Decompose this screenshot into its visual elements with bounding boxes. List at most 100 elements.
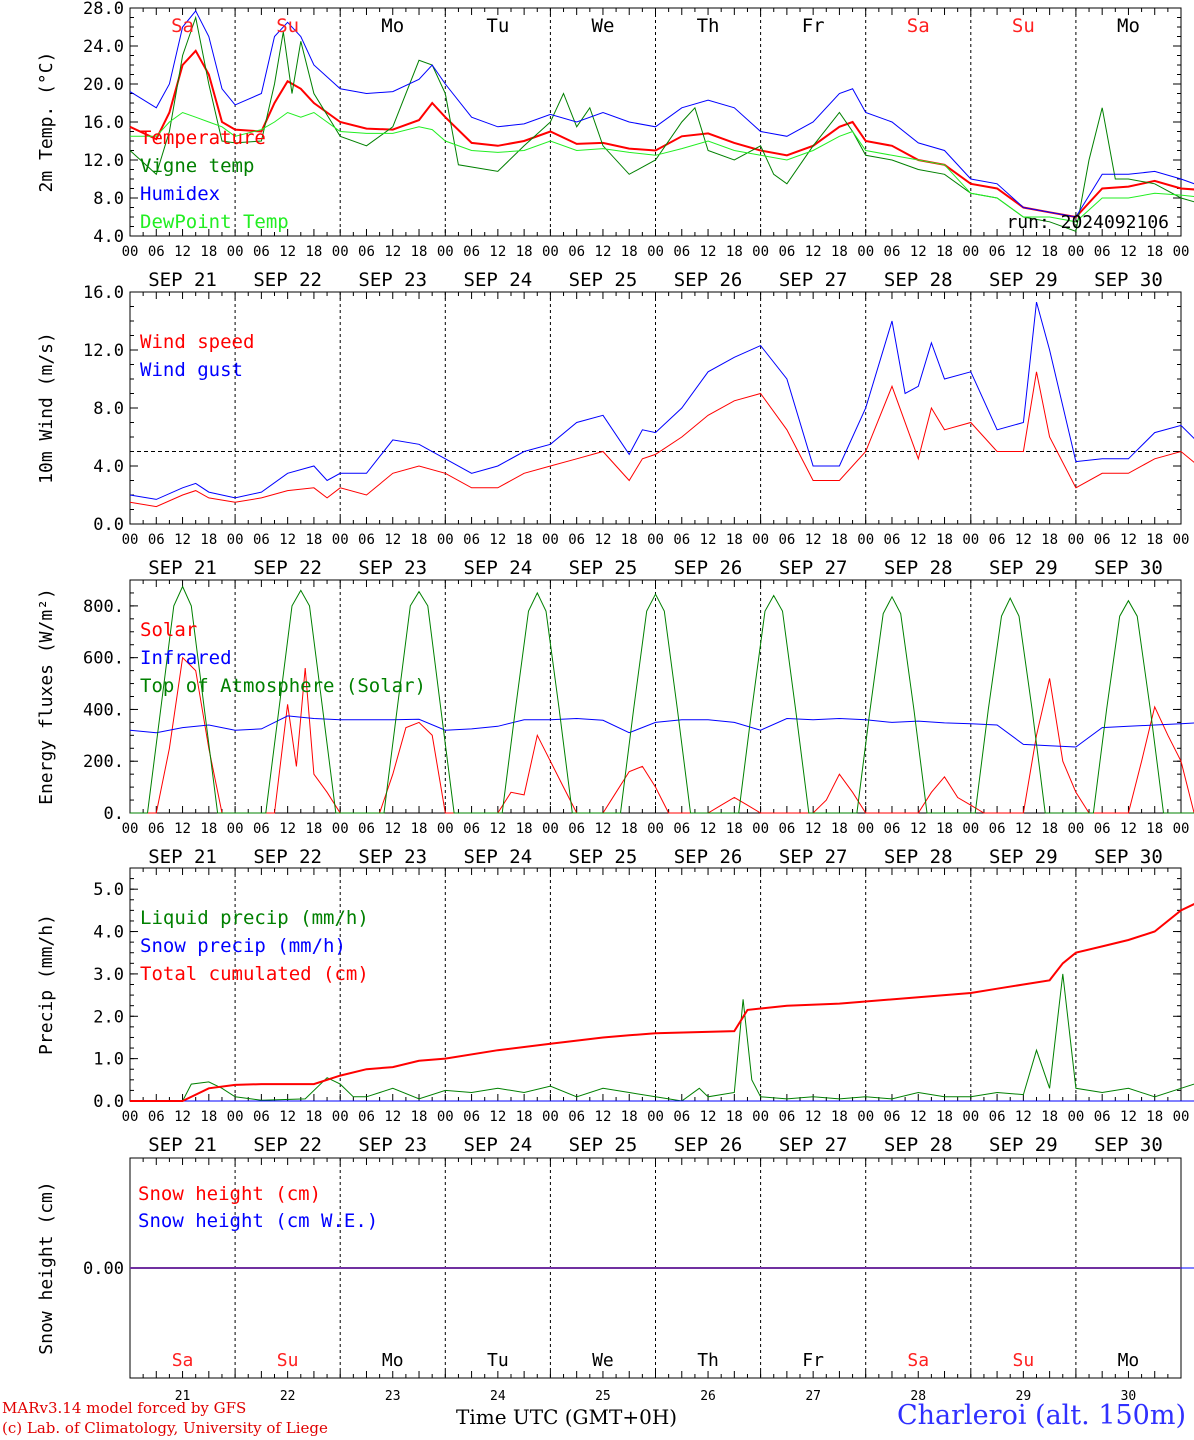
hour-label: 06 [884, 1109, 901, 1125]
y-tick-label: 16.0 [83, 113, 124, 133]
hour-label: 00 [647, 532, 664, 548]
hour-label: 12 [1120, 244, 1137, 260]
series-line [130, 903, 1194, 1102]
day-number-label: 30 [1121, 1389, 1137, 1404]
date-label: SEP 23 [358, 269, 427, 291]
hour-label: 18 [726, 532, 743, 548]
legend-entry: Liquid precip (mm/h) [140, 907, 369, 929]
series-line [129, 15, 1194, 232]
run-annotation: run: 2024092106 [1006, 212, 1169, 233]
hour-label: 12 [489, 532, 506, 548]
y-axis-label: Energy fluxes (W/m²) [36, 588, 57, 805]
weekday-label: Th [697, 1350, 719, 1371]
weekday-label: Mo [1118, 1350, 1140, 1371]
hour-label: 18 [1041, 532, 1058, 548]
series-line [129, 371, 1194, 508]
date-label: SEP 22 [253, 1134, 322, 1156]
y-tick-label: 200. [83, 752, 124, 772]
date-label: SEP 24 [464, 269, 533, 291]
hour-label: 18 [305, 821, 322, 837]
y-tick-label: 12.0 [83, 151, 124, 171]
y-axis-label: Snow height (cm) [36, 1181, 57, 1354]
hour-label: 06 [463, 244, 480, 260]
hour-label: 00 [962, 1109, 979, 1125]
hour-label: 12 [1015, 1109, 1032, 1125]
lab-credit: (c) Lab. of Climatology, University of L… [2, 1419, 328, 1437]
hour-label: 00 [647, 1109, 664, 1125]
hour-label: 00 [1173, 1109, 1190, 1125]
date-label: SEP 29 [989, 557, 1058, 579]
hour-label: 18 [1146, 244, 1163, 260]
hour-label: 12 [700, 1109, 717, 1125]
hour-label: 12 [384, 244, 401, 260]
hour-label: 12 [1120, 821, 1137, 837]
legend-entry: Snow height (cm) [138, 1183, 321, 1205]
hour-label: 00 [857, 821, 874, 837]
legend-entry: Temperature [140, 127, 266, 149]
hour-label: 00 [962, 532, 979, 548]
hour-label: 12 [489, 821, 506, 837]
hour-label: 12 [279, 821, 296, 837]
hour-label: 00 [857, 1109, 874, 1125]
y-tick-label: 8.0 [93, 399, 124, 419]
hour-label: 18 [621, 532, 638, 548]
series-line [129, 9, 1194, 218]
hour-label: 18 [1041, 244, 1058, 260]
hour-label: 18 [1041, 1109, 1058, 1125]
hour-label: 12 [700, 532, 717, 548]
date-label: SEP 24 [464, 1134, 533, 1156]
hour-label: 00 [542, 1109, 559, 1125]
hour-label: 00 [542, 532, 559, 548]
hour-label: 18 [831, 821, 848, 837]
date-label: SEP 25 [569, 846, 638, 868]
hour-label: 00 [647, 821, 664, 837]
legend-entry: Wind gust [140, 359, 243, 381]
hour-label: 06 [253, 821, 270, 837]
y-axis-label: 2m Temp. (°C) [36, 52, 57, 193]
hour-label: 06 [884, 244, 901, 260]
hour-label: 12 [595, 1109, 612, 1125]
date-label: SEP 27 [779, 1134, 848, 1156]
hour-label: 00 [437, 244, 454, 260]
date-label: SEP 25 [569, 557, 638, 579]
hour-label: 00 [857, 532, 874, 548]
hour-label: 06 [358, 821, 375, 837]
legend-entry: Solar [140, 619, 197, 641]
y-tick-label: 24.0 [83, 37, 124, 57]
hour-label: 06 [253, 532, 270, 548]
hour-label: 00 [752, 244, 769, 260]
hour-label: 06 [778, 1109, 795, 1125]
y-tick-label: 800. [83, 597, 124, 617]
date-label: SEP 30 [1094, 1134, 1163, 1156]
date-label: SEP 28 [884, 846, 953, 868]
hour-label: 00 [542, 244, 559, 260]
legend-entry: Top of Atmosphere (Solar) [140, 675, 426, 697]
legend-entry: Wind speed [140, 331, 254, 353]
series-line [130, 111, 1194, 223]
hour-label: 00 [962, 244, 979, 260]
weekday-label: Th [697, 15, 720, 37]
y-tick-label: 4.0 [93, 923, 124, 943]
date-label: SEP 26 [674, 846, 743, 868]
hour-label: 00 [332, 532, 349, 548]
day-number-label: 27 [805, 1389, 821, 1404]
hour-label: 06 [568, 532, 585, 548]
hour-label: 18 [411, 1109, 428, 1125]
panel-4: 0.0 1.0 2.0 3.0 4.0 5.0 Precip (mm/h) Liquid pr… [36, 867, 1194, 1156]
hour-label: 06 [673, 821, 690, 837]
date-label: SEP 28 [884, 269, 953, 291]
hour-label: 18 [726, 244, 743, 260]
y-tick-label: 1.0 [93, 1050, 124, 1070]
hour-label: 18 [411, 821, 428, 837]
hour-label: 00 [752, 1109, 769, 1125]
date-label: SEP 23 [358, 846, 427, 868]
series-line [130, 656, 1194, 814]
y-tick-label: 4.0 [93, 457, 124, 477]
hour-label: 18 [305, 532, 322, 548]
hour-label: 18 [621, 244, 638, 260]
hour-label: 18 [516, 1109, 533, 1125]
weekday-label: Su [277, 1350, 299, 1371]
hour-label: 00 [332, 1109, 349, 1125]
date-label: SEP 23 [358, 1134, 427, 1156]
series-line [130, 585, 1194, 814]
